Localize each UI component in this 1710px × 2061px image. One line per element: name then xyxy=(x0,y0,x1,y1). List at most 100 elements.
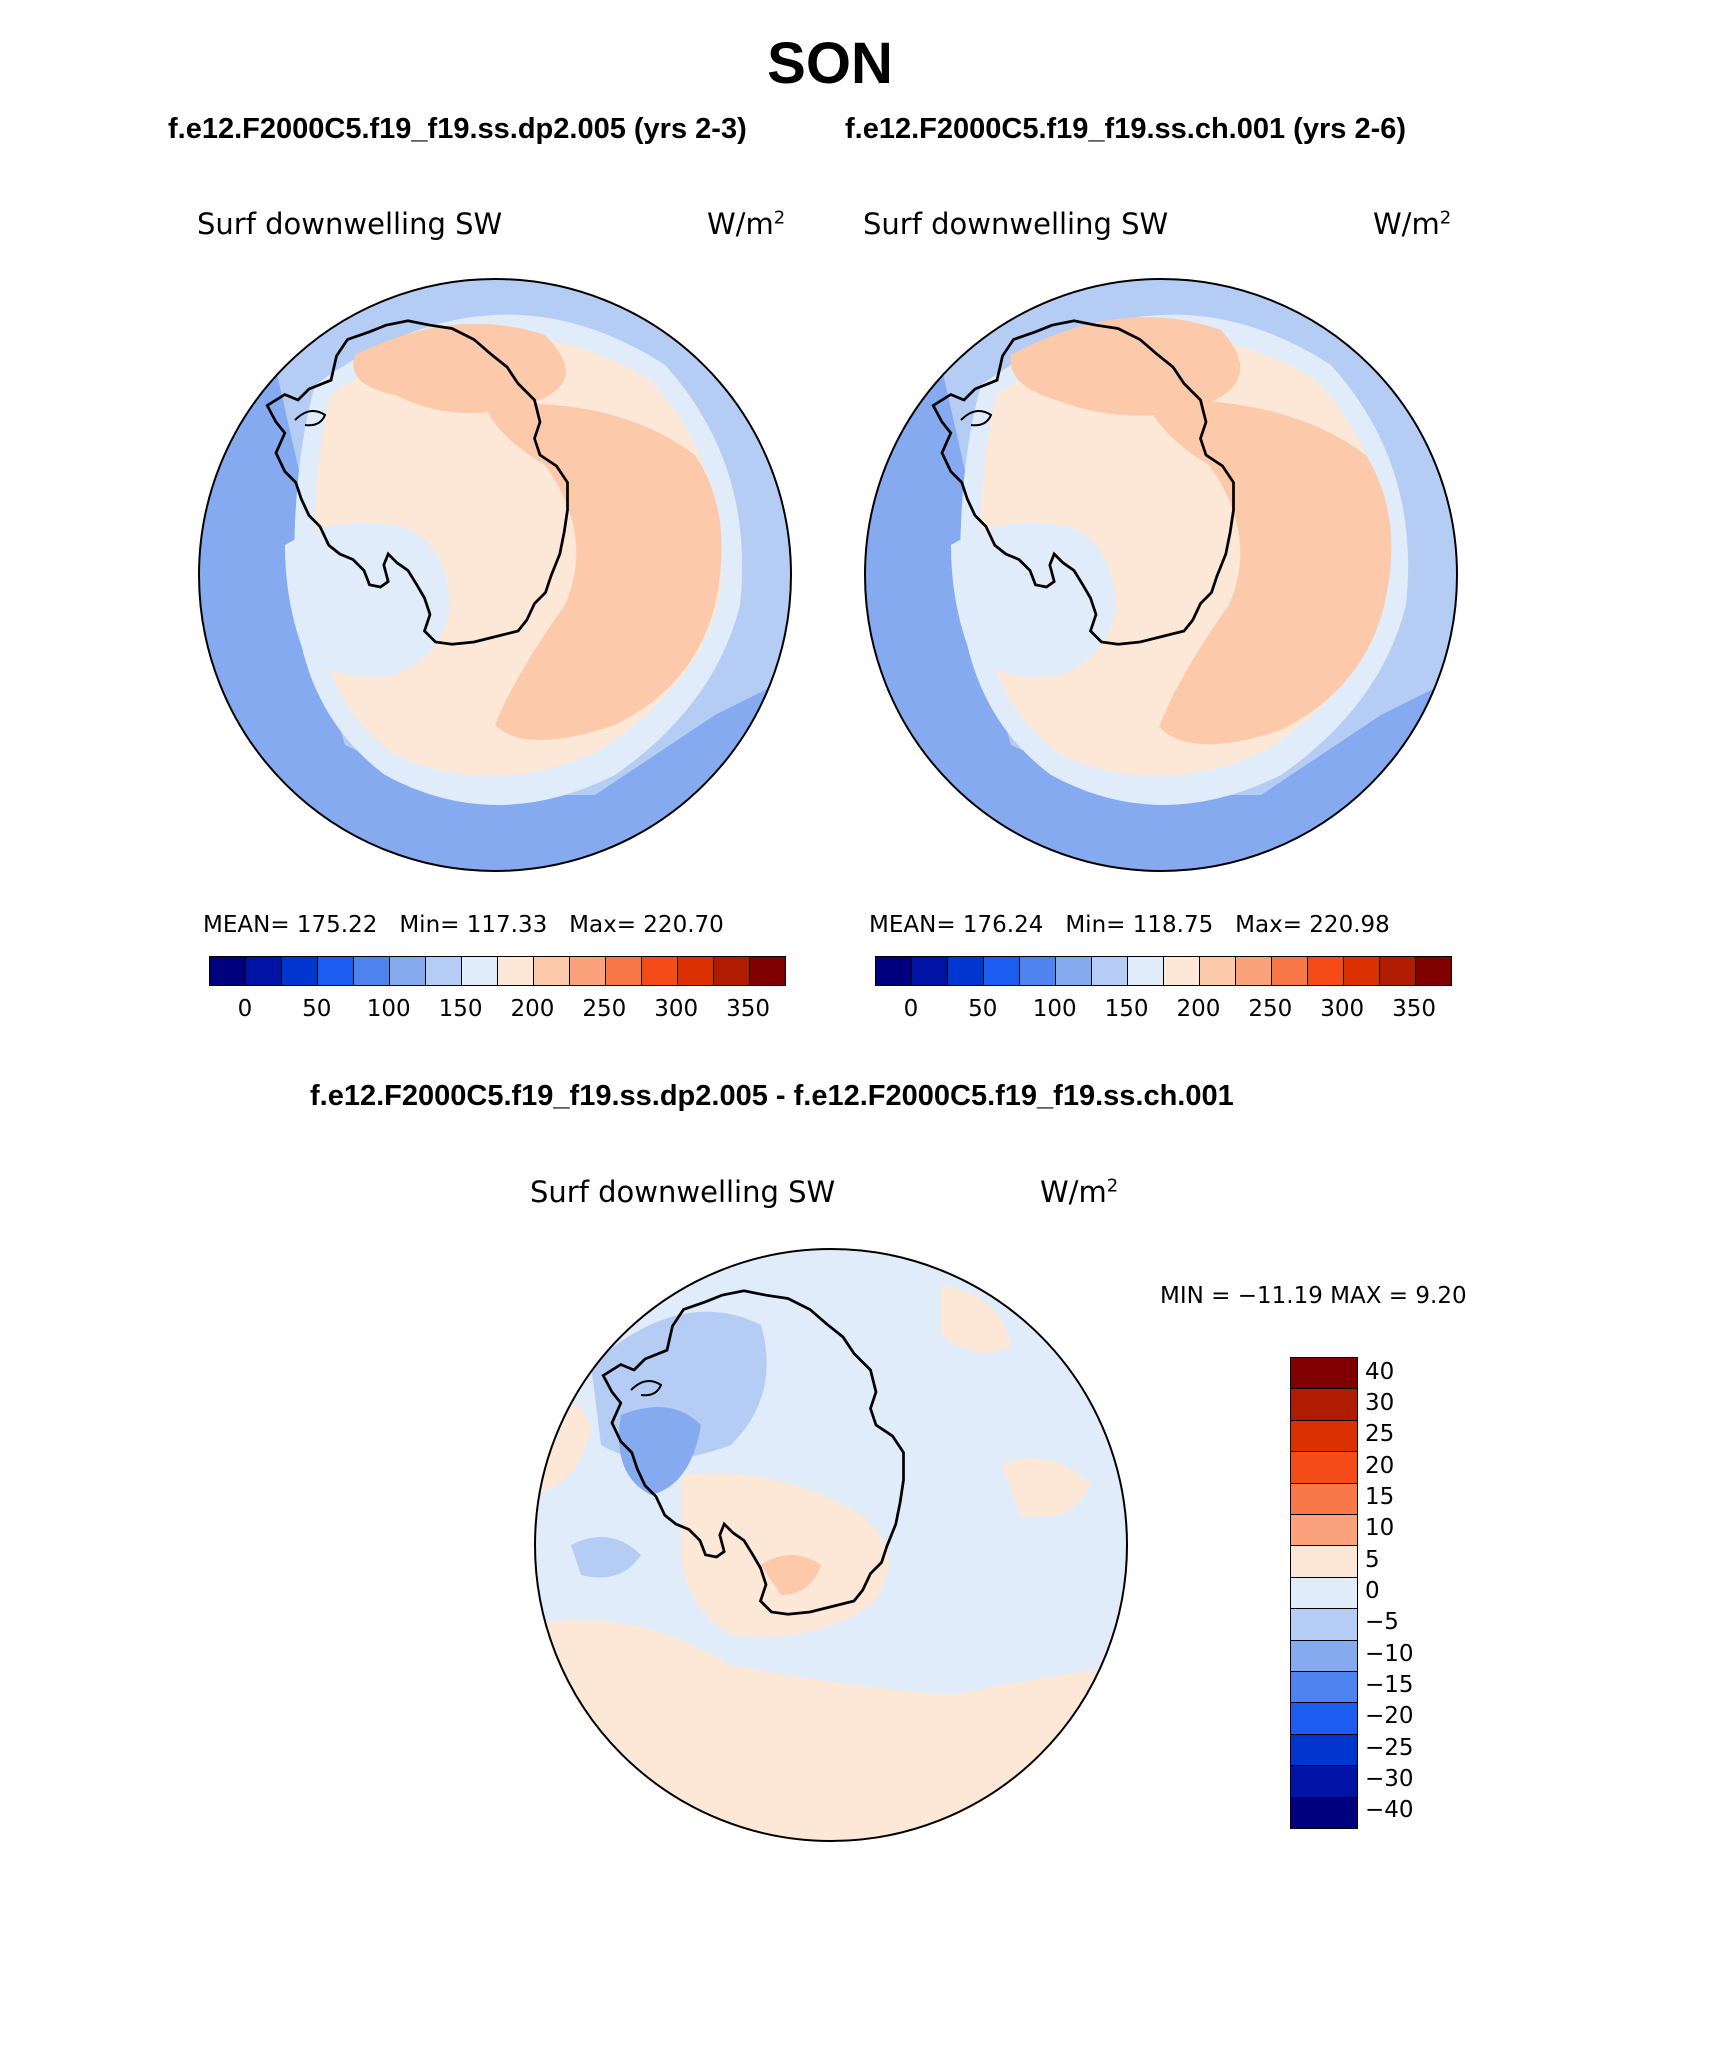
pale-interior xyxy=(285,522,450,678)
colorbar-swatch xyxy=(1308,957,1344,985)
right-case-title: f.e12.F2000C5.f19_f19.ss.ch.001 (yrs 2-6… xyxy=(845,113,1407,145)
colorbar-swatch xyxy=(1291,1515,1357,1547)
colorbar-swatch xyxy=(642,957,678,985)
colorbar-swatch xyxy=(246,957,282,985)
colorbar-tick-label: 200 xyxy=(1176,996,1221,1022)
colorbar-tick-label: −5 xyxy=(1365,1609,1399,1636)
colorbar-tick-label: 150 xyxy=(438,996,483,1022)
colorbar-swatch xyxy=(318,957,354,985)
peninsula-outline xyxy=(630,1380,663,1397)
pale-interior xyxy=(951,522,1116,678)
colorbar-swatch xyxy=(390,957,426,985)
colorbar-swatch xyxy=(1020,957,1056,985)
colorbar-tick-label: −10 xyxy=(1365,1640,1414,1667)
map-border xyxy=(864,278,1458,872)
positive-patch-3 xyxy=(1001,1458,1091,1517)
colorbar-tick-label: 30 xyxy=(1365,1390,1395,1416)
peach-high-1 xyxy=(1010,317,1241,416)
panel2-colorbar-ticks: 0 50 100 150 200 250 300 350 xyxy=(875,996,1450,1026)
diff-polar-map xyxy=(534,1248,1128,1842)
colorbar-swatch xyxy=(1291,1672,1357,1704)
colorbar-tick-label: 25 xyxy=(1365,1421,1395,1448)
diff-title: f.e12.F2000C5.f19_f19.ss.dp2.005 - f.e12… xyxy=(310,1080,1234,1112)
colorbar-swatch xyxy=(1291,1577,1357,1610)
colorbar-tick-label: 0 xyxy=(237,996,253,1022)
colorbar-tick-label: 15 xyxy=(1365,1484,1395,1510)
colorbar-swatch xyxy=(714,957,750,985)
panel2-polar-map xyxy=(864,278,1458,872)
colorbar-tick-label: 20 xyxy=(1365,1452,1395,1479)
colorbar-swatch xyxy=(1200,957,1236,985)
positive-southern-field xyxy=(535,1620,1127,1841)
colorbar-swatch xyxy=(1291,1420,1357,1453)
peninsula-outline xyxy=(960,410,993,427)
colorbar-tick-label: 0 xyxy=(1365,1578,1380,1604)
dark-patch xyxy=(1166,822,1216,858)
colorbar-tick-label: 150 xyxy=(1104,996,1149,1022)
colorbar-swatch xyxy=(354,957,390,985)
colorbar-swatch xyxy=(1164,957,1200,985)
colorbar-swatch xyxy=(1416,957,1451,985)
colorbar-tick-label: 5 xyxy=(1365,1546,1380,1573)
colorbar-swatch xyxy=(534,957,570,985)
colorbar-swatch xyxy=(750,957,785,985)
map-border xyxy=(534,1248,1128,1842)
colorbar-tick-label: −15 xyxy=(1365,1672,1414,1698)
negative-patch-3 xyxy=(571,1537,641,1578)
colorbar-tick-label: 0 xyxy=(903,996,919,1022)
colorbar-swatch xyxy=(1291,1640,1357,1673)
colorbar-swatch xyxy=(606,957,642,985)
colorbar-swatch xyxy=(1344,957,1380,985)
colorbar-swatch xyxy=(1291,1609,1357,1641)
colorbar-swatch xyxy=(1272,957,1308,985)
peach-high-1 xyxy=(353,323,566,413)
colorbar-tick-label: −20 xyxy=(1365,1703,1414,1730)
panel2-stats: MEAN= 176.24 Min= 118.75 Max= 220.98 xyxy=(869,912,1390,938)
colorbar-swatch xyxy=(1291,1546,1357,1578)
colorbar-swatch xyxy=(498,957,534,985)
colorbar-tick-label: 250 xyxy=(582,996,627,1022)
outer-ring-field xyxy=(199,365,791,871)
left-case-title: f.e12.F2000C5.f19_f19.ss.dp2.005 (yrs 2-… xyxy=(168,113,747,145)
colorbar-tick-label: 350 xyxy=(726,996,771,1022)
peach-high-2 xyxy=(485,403,722,740)
antarctica-coastline xyxy=(601,1289,905,1616)
panel1-stats: MEAN= 175.22 Min= 117.33 Max= 220.70 xyxy=(203,912,724,938)
panel2-colorbar xyxy=(875,956,1452,986)
colorbar-tick-label: −25 xyxy=(1365,1734,1414,1761)
peninsula-outline xyxy=(294,410,327,427)
panel1-polar-map xyxy=(198,278,792,872)
colorbar-tick-label: 40 xyxy=(1365,1358,1395,1385)
colorbar-swatch xyxy=(426,957,462,985)
colorbar-tick-label: 200 xyxy=(510,996,555,1022)
panel2-variable-label: Surf downwelling SW xyxy=(863,207,1169,241)
colorbar-tick-label: −30 xyxy=(1365,1766,1414,1792)
antarctica-coastline xyxy=(265,319,569,646)
panel1-units-label: W/m2 xyxy=(707,207,786,241)
colorbar-swatch xyxy=(912,957,948,985)
colorbar-tick-label: −40 xyxy=(1365,1797,1414,1824)
colorbar-swatch xyxy=(462,957,498,985)
colorbar-swatch xyxy=(1092,957,1128,985)
colorbar-tick-label: 50 xyxy=(968,996,998,1022)
colorbar-tick-label: 100 xyxy=(366,996,411,1022)
west-ocean-field xyxy=(199,465,280,735)
colorbar-swatch xyxy=(1291,1389,1357,1421)
colorbar-tick-label: 50 xyxy=(302,996,332,1022)
panel2-units-label: W/m2 xyxy=(1373,207,1452,241)
diff-colorbar-ticks: 40 30 25 20 15 10 5 0 −5 −10 −15 −20 −25 −30 −40 xyxy=(1365,1357,1445,1827)
colorbar-swatch xyxy=(1056,957,1092,985)
colorbar-swatch xyxy=(570,957,606,985)
colorbar-tick-label: 250 xyxy=(1248,996,1293,1022)
positive-patch-2 xyxy=(941,1285,1011,1353)
antarctica-coastline xyxy=(931,319,1235,646)
colorbar-swatch xyxy=(948,957,984,985)
colorbar-swatch xyxy=(1380,957,1416,985)
colorbar-swatch xyxy=(1291,1452,1357,1484)
diff-colorbar xyxy=(1290,1357,1358,1829)
colorbar-swatch xyxy=(984,957,1020,985)
dark-patch xyxy=(510,822,560,858)
colorbar-tick-label: 100 xyxy=(1032,996,1077,1022)
colorbar-tick-label: 300 xyxy=(1320,996,1365,1022)
west-ocean-field xyxy=(865,465,946,735)
